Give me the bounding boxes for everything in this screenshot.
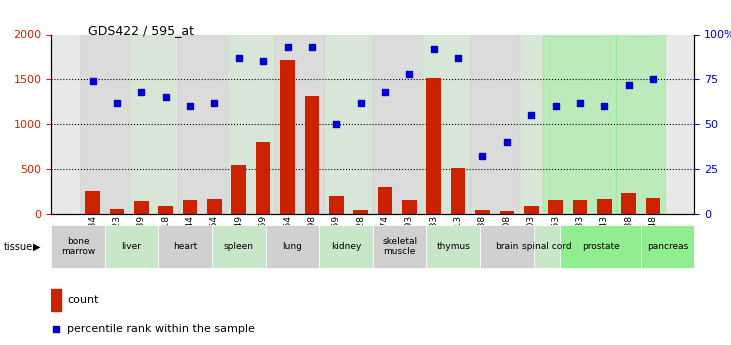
Point (184, 104, 196, 109)
Text: count: count (67, 295, 99, 305)
Point (111, 100, 123, 106)
Bar (276, 34, 324, 214)
Point (526, 112, 537, 118)
Bar (110, 209, 124, 214)
Point (355, 100, 366, 106)
Text: bone
marrow: bone marrow (61, 237, 95, 256)
Point (379, 89, 391, 95)
Text: prostate: prostate (582, 242, 619, 251)
Bar (305, 96, 319, 214)
Text: liver: liver (121, 242, 142, 251)
Bar (178, 34, 227, 214)
Text: lung: lung (282, 242, 303, 251)
FancyBboxPatch shape (641, 225, 694, 268)
Bar (519, 34, 543, 214)
FancyBboxPatch shape (51, 225, 105, 268)
Text: spleen: spleen (224, 242, 254, 251)
Point (233, 55, 245, 61)
Bar (548, 199, 563, 214)
Bar (324, 34, 373, 214)
Bar (159, 206, 173, 214)
Point (574, 100, 586, 106)
Point (160, 95, 172, 100)
Bar (422, 34, 470, 214)
FancyBboxPatch shape (212, 225, 265, 268)
Point (281, 44, 293, 50)
Point (414, 170, 425, 176)
Bar (475, 210, 490, 214)
FancyBboxPatch shape (534, 225, 561, 268)
FancyBboxPatch shape (319, 225, 373, 268)
Point (87, 78, 99, 84)
Text: skeletal
muscle: skeletal muscle (382, 237, 417, 256)
Point (477, 154, 488, 159)
FancyBboxPatch shape (561, 225, 641, 268)
Bar (470, 34, 519, 214)
Bar (129, 34, 178, 214)
Text: tissue: tissue (4, 242, 33, 252)
Point (550, 104, 561, 109)
Point (647, 77, 659, 82)
FancyBboxPatch shape (373, 225, 426, 268)
Bar (353, 210, 368, 214)
Bar (183, 199, 197, 214)
Bar (86, 191, 100, 214)
Bar (51, 289, 61, 311)
Bar (645, 198, 660, 214)
Bar (207, 199, 221, 214)
Point (404, 71, 415, 77)
Bar (616, 34, 665, 214)
Text: thymus: thymus (436, 242, 470, 251)
Point (135, 89, 147, 95)
Point (452, 55, 464, 61)
Text: kidney: kidney (331, 242, 361, 251)
Point (306, 44, 318, 50)
Bar (256, 142, 270, 214)
Point (623, 82, 635, 88)
Text: percentile rank within the sample: percentile rank within the sample (67, 325, 255, 334)
Text: GDS422 / 595_at: GDS422 / 595_at (88, 24, 194, 37)
Bar (572, 200, 587, 214)
FancyBboxPatch shape (105, 225, 159, 268)
Bar (402, 200, 417, 214)
Bar (232, 165, 246, 214)
Bar (597, 199, 612, 214)
Bar (426, 78, 441, 214)
Text: spinal cord: spinal cord (522, 242, 572, 251)
Bar (378, 187, 393, 214)
Bar (451, 168, 466, 214)
Bar (499, 211, 514, 214)
Point (501, 139, 512, 145)
Bar (80, 34, 129, 214)
Text: brain: brain (495, 242, 518, 251)
FancyBboxPatch shape (426, 225, 480, 268)
FancyBboxPatch shape (480, 225, 534, 268)
FancyBboxPatch shape (265, 225, 319, 268)
Point (208, 100, 220, 106)
FancyBboxPatch shape (159, 225, 212, 268)
Text: ▶: ▶ (33, 242, 40, 252)
Bar (621, 193, 636, 214)
Text: heart: heart (173, 242, 197, 251)
Point (599, 104, 610, 109)
Bar (524, 206, 539, 214)
Bar (134, 201, 148, 214)
Point (330, 121, 342, 127)
Bar (227, 34, 276, 214)
Point (428, 46, 439, 52)
Bar (543, 34, 616, 214)
Point (257, 59, 269, 64)
Bar (373, 34, 422, 214)
Bar (329, 196, 344, 214)
Bar (280, 60, 295, 214)
Text: pancreas: pancreas (647, 242, 689, 251)
